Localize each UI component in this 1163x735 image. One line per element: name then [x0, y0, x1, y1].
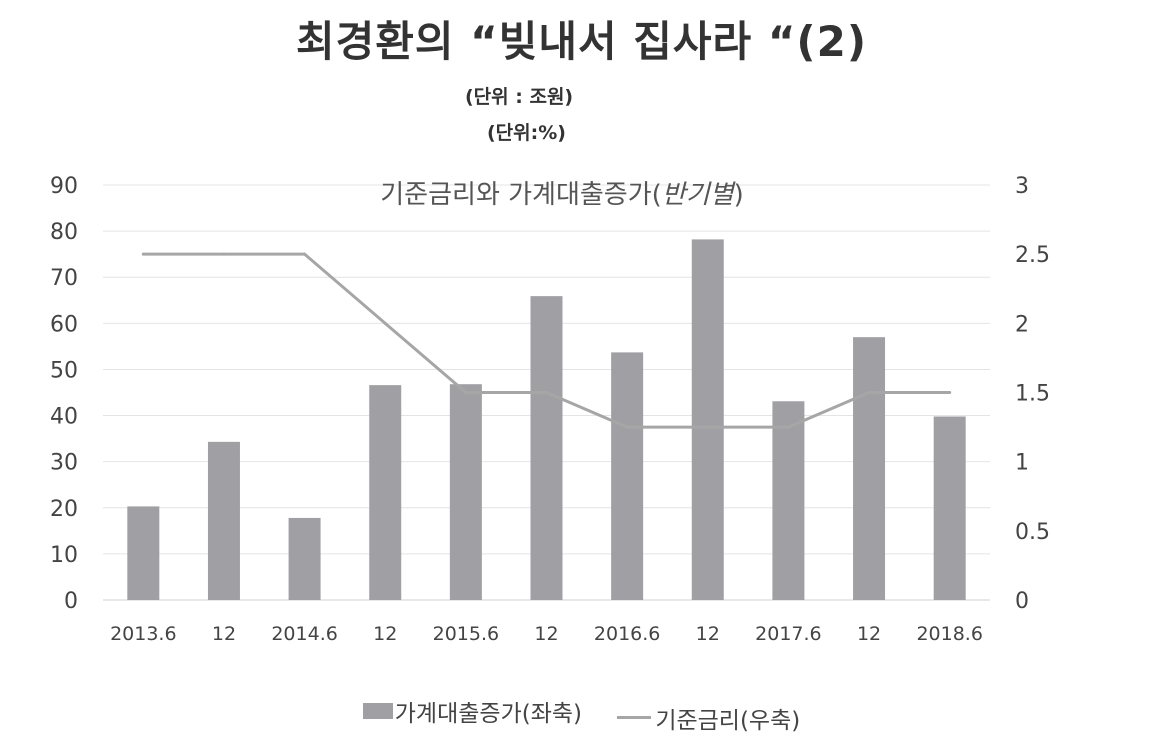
- y-left-tick-label: 10: [50, 543, 78, 568]
- y-right-tick-label: 0: [1015, 589, 1029, 614]
- rate-point: [867, 391, 871, 394]
- y-axis-left: 0 10 20 30 40 50 60 70 80 90: [50, 174, 78, 614]
- bar: [691, 239, 724, 600]
- y-axis-right: 0 0.5 1 1.5 2 2.5 3: [1015, 174, 1050, 614]
- bar: [853, 337, 886, 600]
- y-left-tick-label: 80: [50, 220, 78, 245]
- y-left-tick-label: 20: [50, 497, 78, 522]
- x-tick-label: 2017.6: [755, 623, 821, 645]
- legend-line-label: 기준금리(우축): [655, 707, 801, 734]
- rate-point: [141, 252, 145, 256]
- x-tick-label: 2018.6: [916, 623, 982, 645]
- rate-point: [383, 321, 387, 325]
- rate-point: [545, 391, 548, 394]
- y-left-tick-label: 30: [50, 451, 78, 476]
- line-series: [141, 252, 952, 429]
- legend-line-swatch: [617, 716, 652, 719]
- bar: [933, 416, 966, 600]
- x-tick-label: 2014.6: [271, 623, 337, 645]
- legend: 가계대출증가(좌축) 기준금리(우축): [0, 694, 1163, 735]
- chart: 0 10 20 30 40 50 60 70 80 90 0 0.5 1 1.5 2 2.5 3 2013.6…: [50, 174, 1050, 645]
- rate-point: [625, 425, 629, 429]
- rate-point: [786, 425, 790, 429]
- chart-title: 기준금리와 가계대출증가(반기별): [380, 180, 743, 210]
- y-left-tick-label: 40: [50, 405, 78, 430]
- y-left-tick-label: 90: [50, 174, 78, 199]
- page-title: 최경환의 “빚내서 집사라 “(2): [295, 17, 868, 66]
- bar: [369, 385, 402, 600]
- x-tick-label: 12: [696, 623, 720, 645]
- y-right-tick-label: 0.5: [1015, 520, 1050, 545]
- y-right-tick-label: 2: [1015, 312, 1029, 337]
- legend-item-line: 기준금리(우축): [617, 701, 800, 735]
- unit-label-right: (단위:%): [487, 122, 566, 144]
- legend-bar-label: 가계대출증가(좌축): [394, 701, 582, 727]
- x-tick-label: 12: [373, 623, 397, 645]
- bar: [288, 517, 321, 600]
- rate-point: [948, 391, 952, 394]
- y-left-tick-label: 60: [50, 312, 78, 337]
- y-left-tick-label: 0: [64, 589, 78, 614]
- y-right-tick-label: 2.5: [1015, 243, 1050, 268]
- y-left-tick-label: 50: [50, 358, 78, 383]
- y-right-tick-label: 1.5: [1015, 382, 1050, 407]
- rate-point: [706, 425, 710, 429]
- legend-item-bar: 가계대출증가(좌축): [362, 694, 582, 728]
- rate-point: [464, 391, 468, 394]
- x-tick-label: 12: [857, 623, 881, 645]
- legend-bar-swatch: [362, 703, 393, 719]
- rate-point: [222, 252, 226, 256]
- x-tick-label: 2013.6: [110, 623, 176, 645]
- bar: [207, 441, 240, 600]
- y-left-tick-label: 70: [50, 266, 78, 291]
- x-axis: 2013.6 12 2014.6 12 2015.6 12 2016.6 12 2017.6 12…: [110, 623, 983, 645]
- bar: [449, 384, 482, 600]
- rate-point: [303, 252, 307, 256]
- bar-series: [127, 239, 966, 600]
- bar: [611, 352, 644, 600]
- x-tick-label: 12: [534, 623, 558, 645]
- x-tick-label: 12: [212, 623, 236, 645]
- y-right-tick-label: 3: [1015, 174, 1029, 199]
- bar: [127, 506, 160, 600]
- unit-label-left: (단위 : 조원): [465, 86, 574, 108]
- bar: [530, 296, 563, 600]
- y-right-tick-label: 1: [1015, 451, 1029, 476]
- bar: [772, 401, 805, 600]
- x-tick-label: 2015.6: [433, 623, 499, 645]
- x-tick-label: 2016.6: [594, 623, 660, 645]
